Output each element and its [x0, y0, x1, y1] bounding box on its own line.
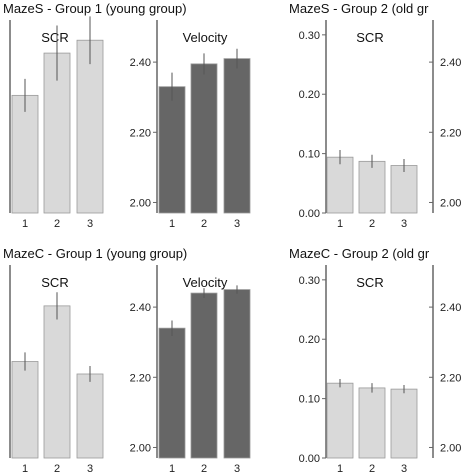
row-title-mazes-group2: MazeS - Group 2 (old gr: [289, 1, 429, 16]
x-tick-label: 1: [337, 218, 343, 230]
y-tick-label: 2.40: [130, 302, 151, 314]
panel-mazes-g1-velocity: 2.00 2.20 2.40 Velocity 1 2 3: [130, 20, 251, 230]
bar: [43, 305, 71, 459]
bar: [390, 388, 418, 459]
x-tick-label: 2: [54, 218, 60, 230]
panel-title: Velocity: [183, 30, 228, 45]
y-tick-label: 0.10: [299, 394, 320, 406]
y-tick-label: 2.40: [440, 302, 461, 314]
x-tick-label: 3: [87, 218, 93, 230]
panel-title: SCR: [41, 30, 68, 45]
y-tick-label: 2.00: [130, 197, 151, 209]
y-tick-label: 2.20: [130, 372, 151, 384]
bar: [11, 94, 39, 214]
x-tick-label: 3: [87, 463, 93, 474]
y-tick-label: 2.20: [440, 372, 461, 384]
y-tick-label: 2.40: [440, 57, 461, 69]
bar: [223, 289, 251, 459]
y-tick-label: 0.20: [299, 89, 320, 101]
panel-mazes-g1-scr: SCR 1 2 3: [9, 16, 104, 230]
y-tick-label: 0.20: [299, 334, 320, 346]
x-tick-label: 3: [234, 463, 240, 474]
y-tick-label: 2.20: [130, 127, 151, 139]
bar: [190, 292, 218, 459]
y-tick-label: 2.00: [440, 197, 461, 209]
bar: [190, 63, 218, 214]
bar: [11, 361, 39, 459]
panel-title: SCR: [356, 30, 383, 45]
bar: [390, 165, 418, 214]
panel-mazec-g1-scr: SCR 1 2 3: [9, 265, 104, 474]
bar: [358, 387, 386, 459]
y-tick-label: 0.00: [299, 453, 320, 465]
panel-title: SCR: [41, 275, 68, 290]
bar: [158, 327, 186, 459]
row-title-mazes-group1: MazeS - Group 1 (young group): [3, 1, 187, 16]
y-tick-label: 2.40: [130, 57, 151, 69]
y-tick-label: 0.10: [299, 149, 320, 161]
y-tick-label: 2.20: [440, 127, 461, 139]
x-tick-label: 1: [22, 463, 28, 474]
x-tick-label: 2: [54, 463, 60, 474]
y-tick-label: 2.00: [130, 442, 151, 454]
panel-title: SCR: [356, 275, 383, 290]
panel-mazec-g2-scr: 0.00 0.10 0.20 0.30 SCR 1 2 3: [299, 265, 418, 474]
bar: [358, 160, 386, 214]
y-tick-label: 0.30: [299, 30, 320, 42]
bar: [223, 58, 251, 214]
x-tick-label: 3: [234, 218, 240, 230]
x-tick-label: 3: [401, 218, 407, 230]
panel-mazec-g2-velocity-partial: 2.00 2.20 2.40: [429, 265, 461, 458]
bar: [326, 156, 354, 214]
x-tick-label: 1: [169, 218, 175, 230]
bar: [76, 39, 104, 214]
panel-mazes-g2-scr: 0.00 0.10 0.20 0.30 SCR 1 2 3: [299, 20, 418, 230]
x-tick-label: 1: [22, 218, 28, 230]
bar: [326, 382, 354, 459]
x-tick-label: 1: [169, 463, 175, 474]
panel-mazes-g2-velocity-partial: 2.00 2.20 2.40: [429, 20, 461, 213]
x-tick-label: 2: [369, 218, 375, 230]
y-tick-label: 2.00: [440, 442, 461, 454]
panel-title: Velocity: [183, 275, 228, 290]
y-tick-label: 0.00: [299, 208, 320, 220]
x-tick-label: 2: [201, 463, 207, 474]
y-tick-label: 0.30: [299, 275, 320, 287]
bar: [76, 373, 104, 459]
x-tick-label: 2: [369, 463, 375, 474]
row-title-mazec-group1: MazeC - Group 1 (young group): [3, 246, 187, 261]
panel-mazec-g1-velocity: 2.00 2.20 2.40 Velocity 1 2 3: [130, 265, 251, 474]
bar: [158, 86, 186, 214]
x-tick-label: 1: [337, 463, 343, 474]
x-tick-label: 2: [201, 218, 207, 230]
row-title-mazec-group2: MazeC - Group 2 (old gr: [289, 246, 430, 261]
x-tick-label: 3: [401, 463, 407, 474]
